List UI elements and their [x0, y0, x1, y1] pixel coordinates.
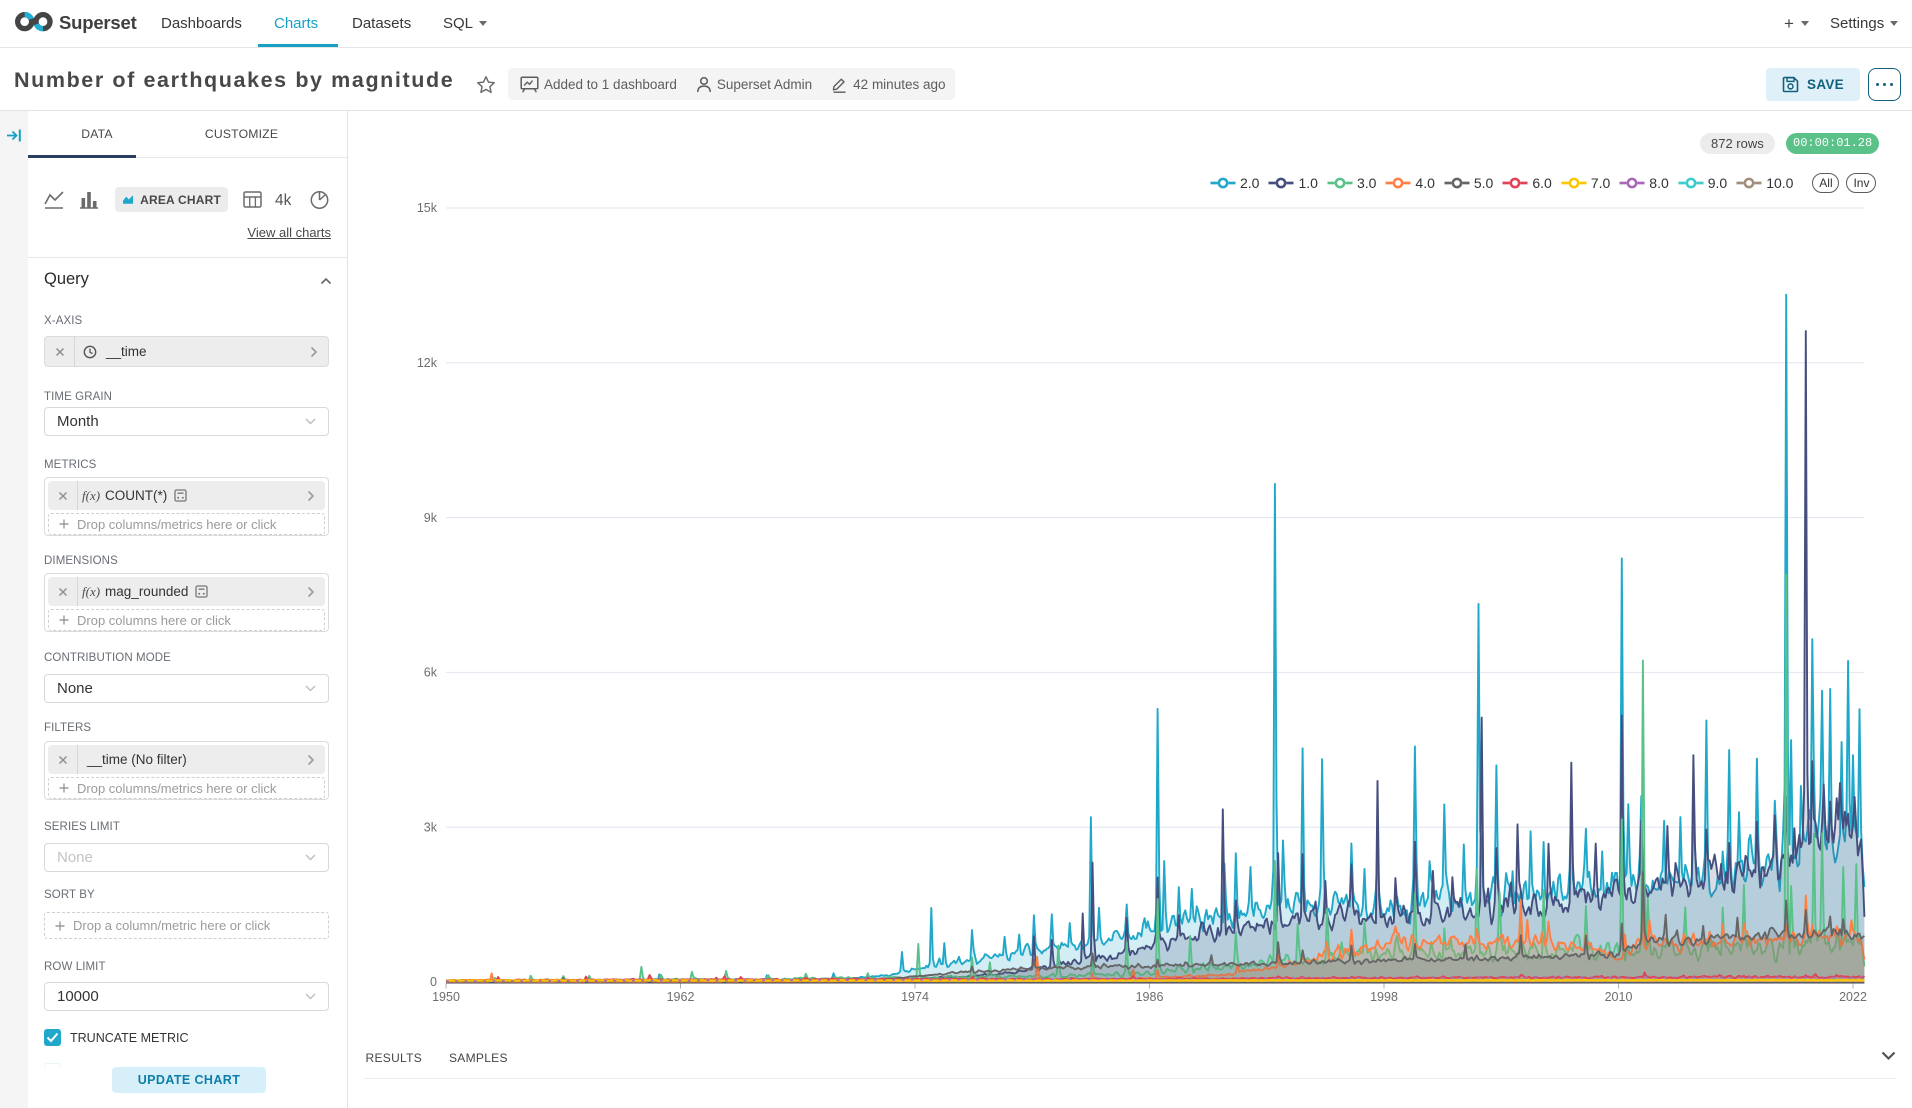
svg-text:6k: 6k	[424, 666, 438, 680]
svg-text:0: 0	[430, 975, 437, 989]
svg-text:1986: 1986	[1136, 990, 1164, 1004]
svg-text:3k: 3k	[424, 820, 438, 834]
svg-text:1962: 1962	[667, 990, 695, 1004]
svg-text:1950: 1950	[432, 990, 460, 1004]
svg-text:2010: 2010	[1605, 990, 1633, 1004]
svg-text:1998: 1998	[1370, 990, 1398, 1004]
svg-text:1974: 1974	[901, 990, 929, 1004]
svg-text:12k: 12k	[417, 356, 438, 370]
svg-text:9k: 9k	[424, 511, 438, 525]
svg-text:15k: 15k	[417, 201, 438, 215]
svg-text:2022: 2022	[1839, 990, 1867, 1004]
